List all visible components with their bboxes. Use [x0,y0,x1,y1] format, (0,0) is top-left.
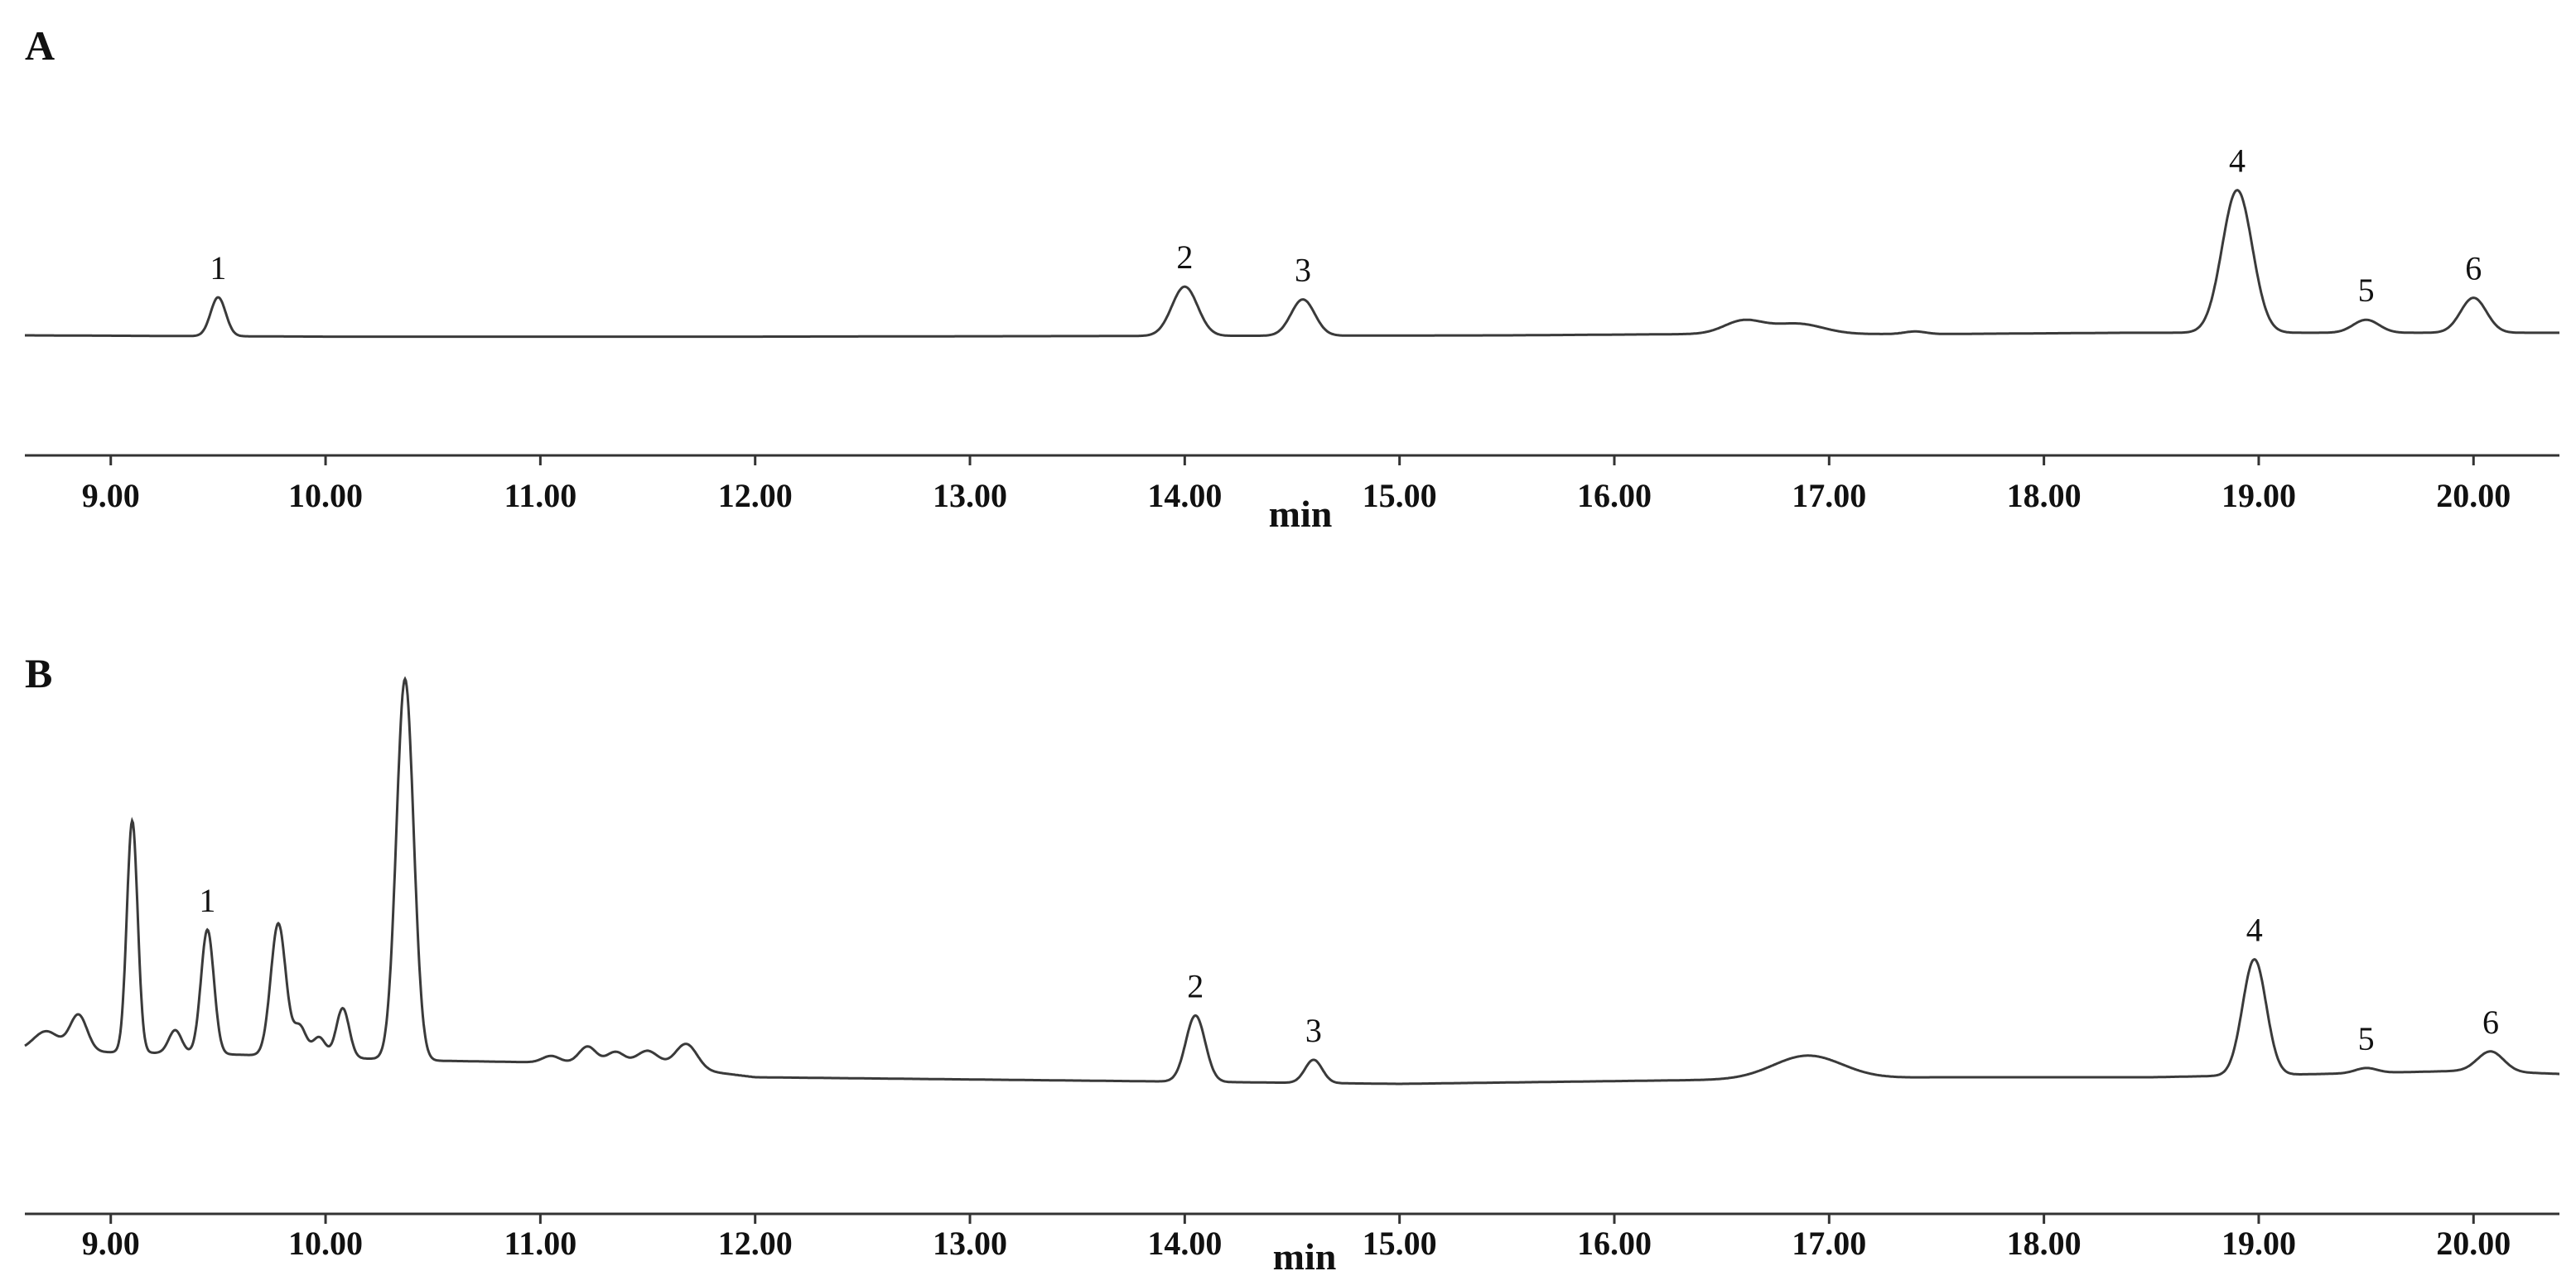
x-tick-label: 9.00 [82,1225,140,1262]
x-tick-label: 13.00 [933,1225,1007,1262]
x-tick-label: 17.00 [1792,1225,1866,1262]
peak-number-label: 6 [2482,1004,2499,1041]
panel-b-x-axis-title: min [1273,1235,1337,1271]
x-tick-label: 14.00 [1147,477,1222,514]
x-tick-label: 20.00 [2436,1225,2511,1262]
panel-a: A 9.00 10.00 11.00 12.00 13.00 14.00 15.00 16.0… [25,22,2559,535]
panel-a-label: A [25,22,55,69]
panel-b: B 9.00 10.00 11.00 12.00 13.00 14.00 15.00 16.0… [24,650,2559,1271]
x-tick-label: 16.00 [1577,477,1652,514]
panel-b-label: B [25,650,52,696]
panel-b-peak-labels: 1 2 3 4 5 6 [199,882,2499,1057]
peak-number-label: 5 [2358,1020,2375,1057]
x-tick-label: 12.00 [718,1225,793,1262]
x-tick-label: 15.00 [1363,1225,1437,1262]
x-tick-label: 15.00 [1363,477,1437,514]
panel-a-x-axis-title: min [1269,493,1333,535]
peak-number-label: 3 [1295,252,1311,289]
peak-number-label: 5 [2358,272,2375,309]
peak-number-label: 2 [1176,238,1193,276]
x-tick-label: 10.00 [288,1225,363,1262]
x-tick-label: 9.00 [82,477,140,514]
peak-number-label: 1 [199,882,215,919]
x-tick-label: 11.00 [504,1225,576,1262]
panel-a-peak-labels: 1 2 3 4 5 6 [210,142,2482,310]
x-tick-label: 11.00 [504,477,576,514]
x-tick-label: 20.00 [2436,477,2511,514]
x-tick-label: 16.00 [1577,1225,1652,1262]
peak-number-label: 4 [2229,142,2246,180]
peak-number-label: 4 [2246,912,2263,949]
peak-number-label: 3 [1305,1012,1322,1049]
x-tick-label: 18.00 [2007,1225,2082,1262]
panel-a-x-ticks: 9.00 10.00 11.00 12.00 13.00 14.00 15.00 16.00 1… [82,455,2511,514]
panel-a-chromatogram-trace [25,189,2559,339]
panel-b-x-ticks: 9.00 10.00 11.00 12.00 13.00 14.00 15.00 16.00 1… [82,1214,2511,1262]
panel-b-chromatogram-trace [24,676,2559,1086]
x-tick-label: 14.00 [1147,1225,1222,1262]
x-tick-label: 17.00 [1792,477,1866,514]
x-tick-label: 19.00 [2221,477,2296,514]
peak-number-label: 2 [1187,967,1204,1004]
x-tick-label: 10.00 [288,477,363,514]
peak-number-label: 1 [210,249,226,286]
x-tick-label: 19.00 [2221,1225,2296,1262]
peak-number-label: 6 [2465,250,2482,287]
x-tick-label: 13.00 [933,477,1007,514]
x-tick-label: 18.00 [2007,477,2082,514]
x-tick-label: 12.00 [718,477,793,514]
